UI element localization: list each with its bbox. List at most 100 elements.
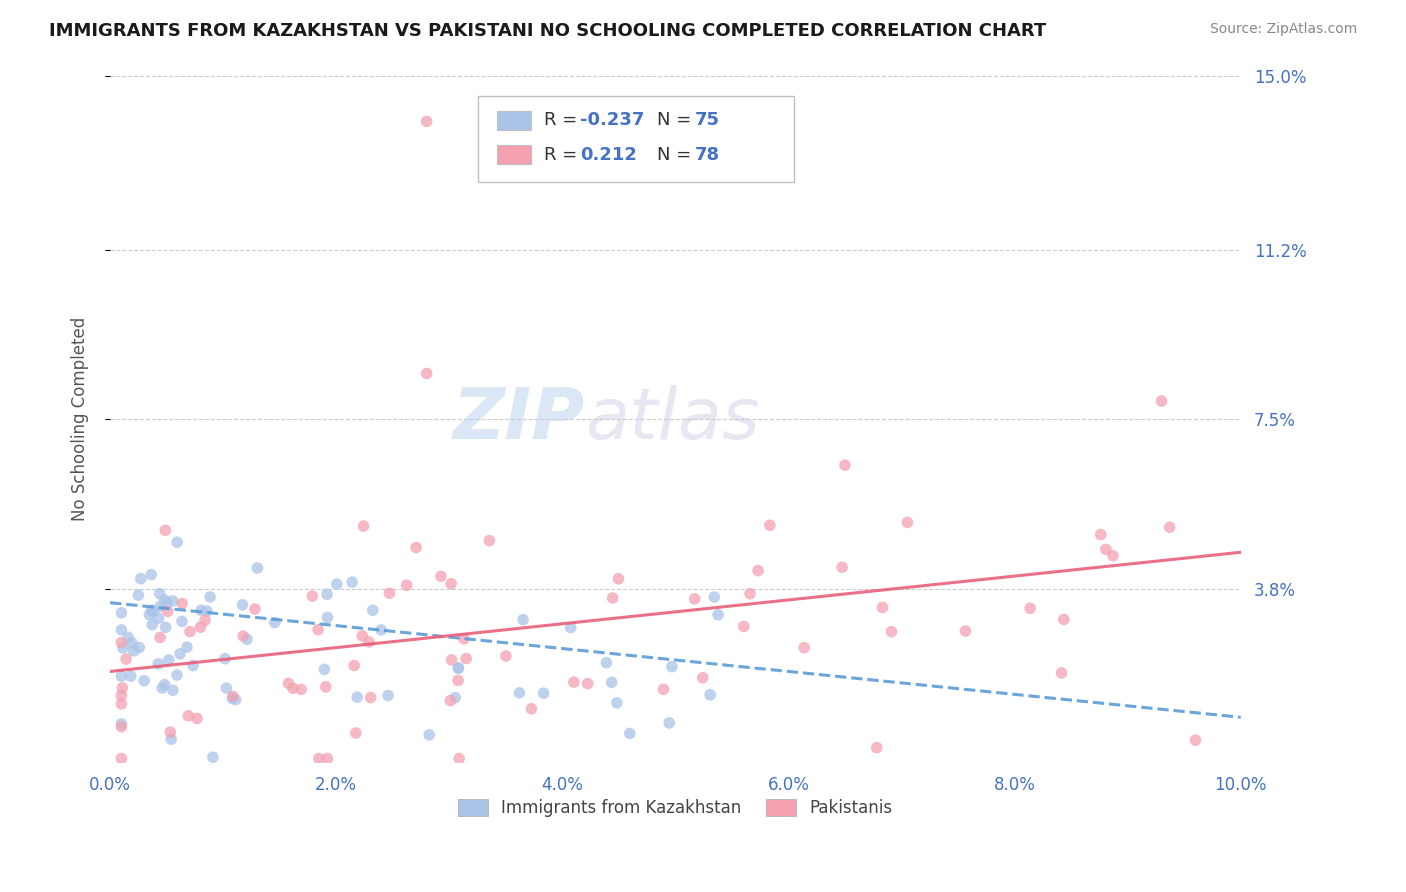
Point bbox=[346, 690, 368, 705]
Point bbox=[307, 623, 329, 637]
Point bbox=[201, 750, 224, 764]
Point bbox=[340, 575, 363, 590]
Point bbox=[699, 688, 721, 702]
Point bbox=[281, 681, 304, 696]
Point bbox=[652, 682, 675, 697]
Point bbox=[110, 717, 132, 731]
Point bbox=[955, 624, 977, 638]
Text: Source: ZipAtlas.com: Source: ZipAtlas.com bbox=[1209, 22, 1357, 37]
Point bbox=[512, 613, 534, 627]
Point bbox=[176, 640, 198, 654]
Point bbox=[162, 594, 184, 608]
Point bbox=[747, 564, 769, 578]
Point bbox=[1019, 601, 1042, 615]
Point bbox=[170, 615, 193, 629]
Text: 75: 75 bbox=[695, 112, 720, 129]
Text: IMMIGRANTS FROM KAZAKHSTAN VS PAKISTANI NO SCHOOLING COMPLETED CORRELATION CHART: IMMIGRANTS FROM KAZAKHSTAN VS PAKISTANI … bbox=[49, 22, 1046, 40]
Text: 0.212: 0.212 bbox=[581, 145, 637, 163]
Point bbox=[110, 623, 132, 637]
Point bbox=[449, 751, 471, 765]
Point bbox=[222, 690, 245, 704]
Point bbox=[360, 690, 382, 705]
Point bbox=[430, 569, 453, 583]
Point bbox=[117, 630, 139, 644]
Point bbox=[153, 593, 176, 607]
Point bbox=[186, 712, 208, 726]
Point bbox=[866, 740, 889, 755]
Point bbox=[221, 691, 243, 706]
Point bbox=[370, 623, 392, 637]
Point bbox=[181, 658, 204, 673]
Point bbox=[157, 653, 180, 667]
Point bbox=[198, 590, 221, 604]
Point bbox=[793, 640, 815, 655]
Point bbox=[600, 675, 623, 690]
Point bbox=[115, 652, 138, 666]
Point bbox=[149, 631, 172, 645]
Point bbox=[415, 114, 437, 128]
FancyBboxPatch shape bbox=[478, 96, 794, 182]
Point bbox=[872, 600, 894, 615]
Text: 78: 78 bbox=[695, 145, 720, 163]
Point bbox=[607, 572, 630, 586]
Point bbox=[361, 603, 384, 617]
Point bbox=[418, 728, 440, 742]
Point bbox=[520, 702, 543, 716]
Point bbox=[447, 661, 470, 675]
Point bbox=[129, 572, 152, 586]
Point bbox=[759, 518, 782, 533]
Y-axis label: No Schooling Completed: No Schooling Completed bbox=[72, 318, 89, 522]
Point bbox=[343, 658, 366, 673]
Point bbox=[120, 669, 142, 683]
Point bbox=[128, 640, 150, 655]
Text: R =: R = bbox=[544, 145, 583, 163]
Point bbox=[576, 676, 599, 690]
Point bbox=[478, 533, 501, 548]
Point bbox=[316, 751, 339, 765]
Point bbox=[683, 591, 706, 606]
Point bbox=[707, 607, 730, 622]
Point bbox=[453, 632, 475, 646]
Point bbox=[692, 671, 714, 685]
Point bbox=[148, 657, 170, 671]
Text: -0.237: -0.237 bbox=[581, 112, 645, 129]
Point bbox=[290, 682, 312, 697]
Point bbox=[110, 689, 132, 703]
Point bbox=[316, 610, 339, 624]
Point bbox=[1102, 549, 1125, 563]
Text: atlas: atlas bbox=[585, 384, 759, 454]
Point bbox=[110, 669, 132, 683]
Point bbox=[141, 567, 163, 582]
Text: ZIP: ZIP bbox=[453, 384, 585, 454]
Point bbox=[308, 751, 330, 765]
Point bbox=[440, 576, 463, 591]
Point bbox=[661, 659, 683, 673]
Point bbox=[495, 648, 517, 663]
Point bbox=[314, 662, 336, 676]
Point bbox=[134, 673, 156, 688]
Point bbox=[159, 725, 181, 739]
FancyBboxPatch shape bbox=[496, 111, 530, 130]
Point bbox=[703, 590, 725, 604]
FancyBboxPatch shape bbox=[496, 145, 530, 164]
Point bbox=[246, 561, 269, 575]
Point bbox=[831, 560, 853, 574]
Point bbox=[439, 693, 461, 707]
Point bbox=[352, 629, 374, 643]
Point bbox=[155, 523, 177, 537]
Point bbox=[326, 577, 349, 591]
Point bbox=[738, 587, 761, 601]
Point bbox=[110, 751, 132, 765]
Text: N =: N = bbox=[657, 112, 697, 129]
Point bbox=[533, 686, 555, 700]
Point bbox=[166, 535, 188, 549]
Point bbox=[179, 624, 201, 639]
Point bbox=[1095, 542, 1118, 557]
Point bbox=[138, 607, 160, 622]
Point bbox=[172, 597, 194, 611]
Point bbox=[149, 587, 172, 601]
Point bbox=[733, 619, 755, 633]
Point bbox=[602, 591, 624, 605]
Point bbox=[277, 676, 299, 690]
Point bbox=[214, 651, 236, 665]
